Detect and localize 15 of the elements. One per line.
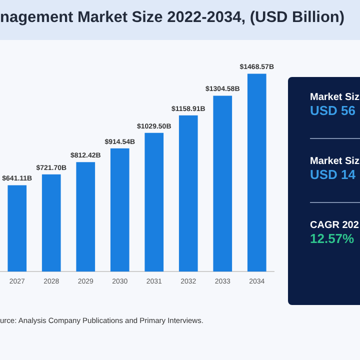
text: CAGR 202 — [309, 220, 360, 231]
chart-title: nagement Market Size 2022-2034, (USD Billion) — [0, 9, 346, 27]
text: USD 56 — [309, 103, 357, 118]
text: 12.57% — [309, 231, 356, 246]
bar — [213, 96, 232, 272]
text: Market Siz — [309, 156, 360, 167]
bar — [8, 185, 27, 272]
bar — [42, 174, 61, 272]
bar — [178, 115, 198, 272]
bar — [247, 74, 266, 272]
text: Market Siz — [309, 92, 360, 103]
bar — [76, 162, 96, 272]
text: USD 14 — [309, 167, 357, 182]
bar — [144, 132, 164, 272]
bar — [110, 148, 130, 272]
